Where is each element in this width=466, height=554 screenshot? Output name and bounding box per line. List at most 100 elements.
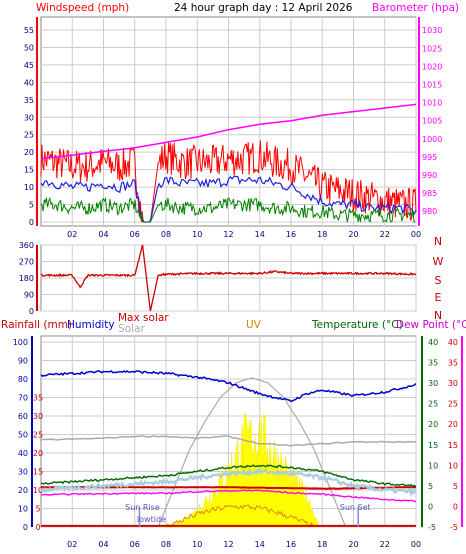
humidity-label: Humidity xyxy=(67,319,115,331)
dewpoint-y-tick-label: 35 xyxy=(448,359,458,368)
humidity-series-line xyxy=(40,370,417,403)
wind-y-tick-label: 5 xyxy=(29,201,34,210)
dewpoint-y-tick-label: 20 xyxy=(448,420,458,429)
wind-x-tick-label: 22 xyxy=(380,230,390,239)
humidity-y-tick-label: 50 xyxy=(18,431,28,440)
dewpoint-y-tick-label: 0 xyxy=(453,502,458,511)
conditions-x-tick-label: 20 xyxy=(348,540,358,549)
wind-x-tick-label: 20 xyxy=(348,230,358,239)
temperature-y-tick-label: 5 xyxy=(428,482,433,491)
temperature-y-tick-label: 0 xyxy=(428,502,433,511)
humidity-y-tick-label: 30 xyxy=(18,468,28,477)
dewpoint-y-tick-label: 40 xyxy=(448,338,458,347)
wind-direction-series-line xyxy=(40,244,417,312)
temperature-y-tick-label: 40 xyxy=(428,338,438,347)
dewpoint-label: Dew Point (°C) xyxy=(396,319,466,331)
temperature-y-tick-label: -5 xyxy=(428,523,436,532)
chart-title: 24 hour graph day : 12 April 2026 xyxy=(174,2,353,14)
gust-series-line xyxy=(40,175,417,223)
humidity-y-tick-label: 20 xyxy=(18,486,28,495)
compass-letter-e-3: E xyxy=(435,291,442,304)
compass-letter-n-0: N xyxy=(434,235,442,248)
max-solar-label: Max solar xyxy=(118,312,169,324)
temperature-band-line xyxy=(40,466,417,498)
compass-letter-n-4: N xyxy=(434,309,442,322)
uv-label: UV xyxy=(246,319,262,331)
rainfall-series-line xyxy=(40,486,417,490)
wind-y-tick-label: 10 xyxy=(24,183,34,192)
wind-x-tick-label: 06 xyxy=(130,230,140,239)
wind-x-tick-label: 18 xyxy=(317,230,327,239)
temperature-y-tick-label: 15 xyxy=(428,441,438,450)
solar-radiation-trace xyxy=(165,504,315,528)
wind-y-tick-label: 15 xyxy=(24,166,34,175)
barometer-y-tick-label: 990 xyxy=(422,171,437,180)
barometer-y-tick-label: 985 xyxy=(422,189,437,198)
wind-x-tick-label: 10 xyxy=(192,230,202,239)
dewpoint-y-tick-label: 10 xyxy=(448,461,458,470)
rain-y-tick-label: 0 xyxy=(35,523,40,532)
humidity-y-tick-label: 100 xyxy=(13,338,28,347)
uv-series-area xyxy=(158,413,320,528)
wind-y-tick-label: 45 xyxy=(24,61,34,70)
barometer-y-tick-label: 1020 xyxy=(422,62,442,71)
rain-y-tick-label: 15 xyxy=(33,468,43,477)
temperature-y-tick-label: 20 xyxy=(428,420,438,429)
conditions-x-tick-label: 22 xyxy=(380,540,390,549)
wind-y-tick-label: 0 xyxy=(29,218,34,227)
sun-rise-label: Sun Rise xyxy=(125,503,160,512)
avg-wind-series-line xyxy=(40,196,416,223)
conditions-x-tick-label: 18 xyxy=(317,540,327,549)
max-solar-series-line xyxy=(157,377,347,528)
temperature-label: Temperature (°C) xyxy=(311,319,403,331)
wind-y-tick-label: 50 xyxy=(24,43,34,52)
rainfall-label: Rainfall (mm) xyxy=(1,319,72,331)
conditions-x-tick-label: 12 xyxy=(223,540,233,549)
wind-y-tick-label: 40 xyxy=(24,78,34,87)
wind-y-tick-label: 30 xyxy=(24,113,34,122)
conditions-x-tick-label: 02 xyxy=(67,540,77,549)
conditions-x-tick-label: 06 xyxy=(130,540,140,549)
conditions-x-tick-label: 10 xyxy=(192,540,202,549)
humidity-y-tick-label: 70 xyxy=(18,394,28,403)
barometer-y-tick-label: 980 xyxy=(422,207,437,216)
humidity-y-tick-label: 10 xyxy=(18,505,28,514)
dewpoint-y-tick-label: -5 xyxy=(450,523,458,532)
barometer-y-tick-label: 1025 xyxy=(422,44,442,53)
wind-y-tick-label: 55 xyxy=(24,26,34,35)
dewpoint-series-line xyxy=(40,489,417,503)
humidity-y-tick-label: 80 xyxy=(18,375,28,384)
humidity-y-tick-label: 0 xyxy=(23,523,28,532)
wind-x-tick-label: 16 xyxy=(286,230,296,239)
conditions-x-tick-label: 08 xyxy=(161,540,171,549)
temperature-y-tick-label: 30 xyxy=(428,379,438,388)
dewpoint-y-tick-label: 15 xyxy=(448,441,458,450)
rain-y-tick-label: 10 xyxy=(33,486,43,495)
wind-x-tick-label: 02 xyxy=(67,230,77,239)
barometer-y-tick-label: 1010 xyxy=(422,99,442,108)
direction-y-tick-label: 90 xyxy=(24,291,34,300)
conditions-x-tick-label: 00 xyxy=(411,540,421,549)
temperature-y-tick-label: 10 xyxy=(428,461,438,470)
temperature-series-line xyxy=(40,464,417,488)
solar-label: Solar xyxy=(118,323,145,335)
compass-letter-w-1: W xyxy=(433,255,444,268)
direction-y-tick-label: 180 xyxy=(19,274,34,283)
conditions-x-tick-label: 16 xyxy=(286,540,296,549)
solar-series-line xyxy=(41,435,417,447)
rain-y-tick-label: 35 xyxy=(33,394,43,403)
temperature-y-tick-label: 35 xyxy=(428,359,438,368)
dewpoint-y-tick-label: 25 xyxy=(448,400,458,409)
humidity-y-tick-label: 40 xyxy=(18,449,28,458)
barometer-series-line xyxy=(40,103,417,160)
barometer-axis-label: Barometer (hpa) xyxy=(372,2,459,14)
wind-y-tick-label: 20 xyxy=(24,148,34,157)
sun-set-label: Sun Set xyxy=(340,503,371,512)
wind-x-tick-label: 12 xyxy=(223,230,233,239)
conditions-x-tick-label: 04 xyxy=(98,540,108,549)
windspeed-axis-label: Windspeed (mph) xyxy=(36,2,129,14)
dewpoint-y-tick-label: 30 xyxy=(448,379,458,388)
dewpoint-y-tick-label: 5 xyxy=(453,482,458,491)
wind-y-tick-label: 35 xyxy=(24,96,34,105)
barometer-y-tick-label: 995 xyxy=(422,153,437,162)
